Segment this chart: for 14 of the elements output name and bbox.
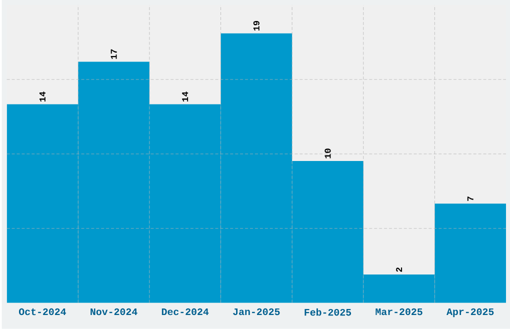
data-label: 7	[467, 196, 474, 201]
x-tick-label: Oct-2024	[18, 308, 66, 316]
data-label: 14	[182, 92, 188, 102]
data-label: 14	[40, 92, 46, 102]
data-label: 2	[396, 268, 402, 272]
data-label: 10	[324, 148, 331, 158]
x-tick-label: Dec-2024	[162, 308, 209, 316]
x-tick-label: Feb-2025	[304, 308, 352, 316]
data-label: 17	[110, 50, 117, 60]
x-tick-label: Nov-2024	[90, 308, 138, 316]
x-tick-label: Jan-2025	[233, 308, 280, 316]
x-tick-label: Apr-2025	[446, 308, 494, 318]
x-tick-label: Mar-2025	[376, 308, 422, 316]
data-label: 19	[253, 21, 260, 31]
